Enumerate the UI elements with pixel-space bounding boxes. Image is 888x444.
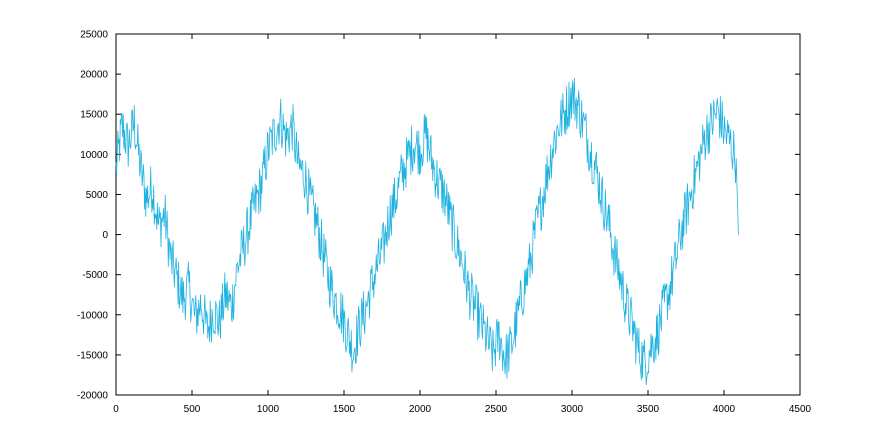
x-tick-label: 2000 [409,404,432,415]
x-tick-label: 4000 [713,404,736,415]
x-tick-label: 500 [184,404,201,415]
series-group [115,77,739,386]
y-tick-label: 10000 [80,150,108,161]
ticks [115,33,801,396]
x-tick-label: 3000 [561,404,584,415]
y-tick-label: 5000 [86,190,109,201]
x-tick-labels: 0 500 1000 1500 2000 2500 3000 3500 4000 4500 [113,404,811,415]
plot-frame [115,33,801,396]
x-tick-label: 4500 [789,404,812,415]
y-tick-label: 25000 [80,30,108,41]
y-tick-label: -5000 [82,270,108,281]
x-tick-label: 3500 [637,404,660,415]
x-tick-label: 0 [113,404,119,415]
x-tick-label: 1000 [257,404,280,415]
x-tick-label: 2500 [485,404,508,415]
x-tick-label: 1500 [333,404,356,415]
y-tick-label: -15000 [77,350,109,361]
y-tick-label: -20000 [77,391,109,402]
y-tick-label: 0 [102,230,108,241]
y-tick-label: 15000 [80,110,108,121]
series-line [115,77,739,386]
y-tick-label: -10000 [77,310,109,321]
y-tick-label: 20000 [80,70,108,81]
y-tick-labels: -20000 -15000 -10000 -5000 0 5000 10000 15000 20… [77,30,109,402]
